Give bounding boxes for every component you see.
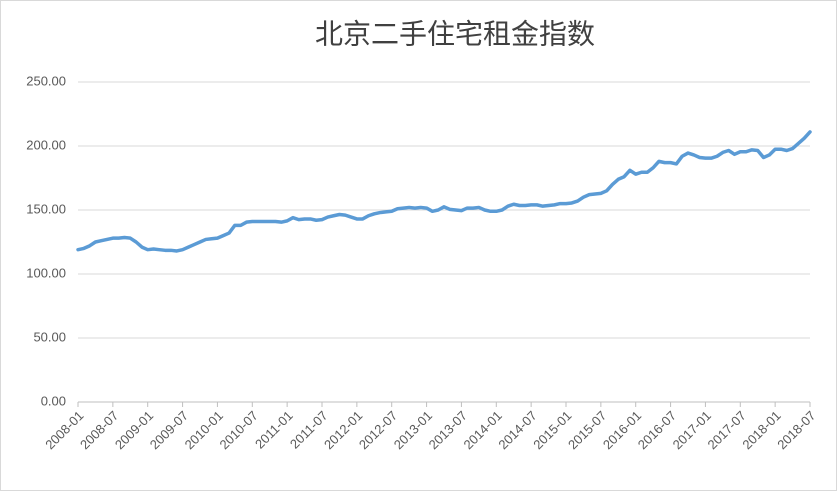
y-tick-label: 200.00 — [26, 137, 66, 152]
y-tick-label: 100.00 — [26, 265, 66, 280]
y-tick-label: 250.00 — [26, 73, 66, 88]
y-tick-label: 50.00 — [33, 329, 66, 344]
y-tick-label: 0.00 — [41, 393, 66, 408]
y-tick-label: 150.00 — [26, 201, 66, 216]
chart-title: 北京二手住宅租金指数 — [315, 18, 595, 51]
line-series — [76, 130, 812, 253]
